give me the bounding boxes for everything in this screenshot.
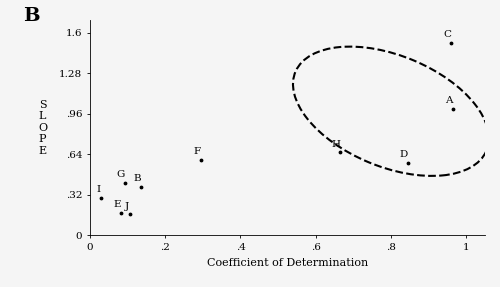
Text: A: A <box>446 96 453 105</box>
Text: I: I <box>96 185 100 194</box>
Text: B: B <box>133 174 141 183</box>
Text: C: C <box>443 30 451 39</box>
Y-axis label: S
L
O
P
E: S L O P E <box>38 100 47 156</box>
Text: G: G <box>116 170 124 179</box>
Text: H: H <box>331 139 340 149</box>
Text: F: F <box>194 147 201 156</box>
Text: B: B <box>23 7 40 25</box>
Text: D: D <box>400 150 408 159</box>
Text: E: E <box>114 200 121 210</box>
Text: J: J <box>125 202 130 211</box>
X-axis label: Coefficient of Determination: Coefficient of Determination <box>207 257 368 267</box>
